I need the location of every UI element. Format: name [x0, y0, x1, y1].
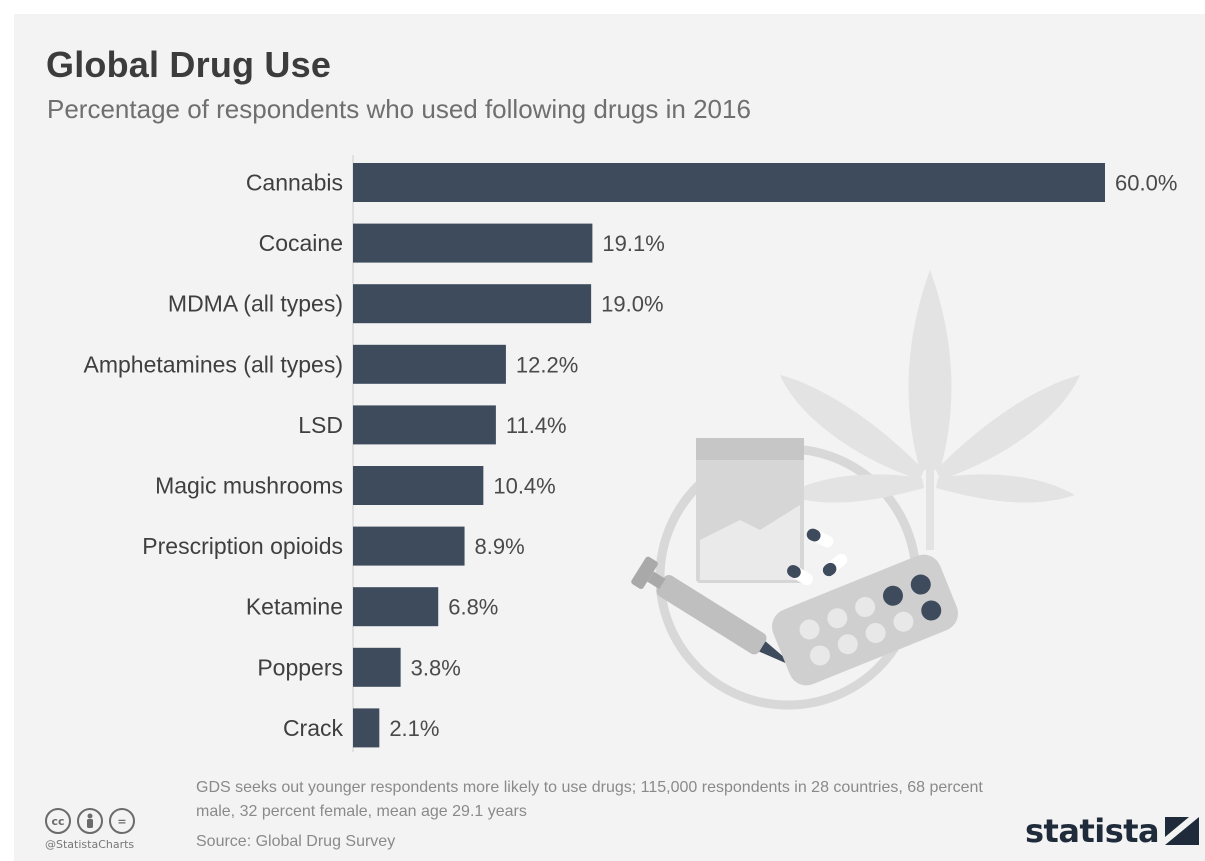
attribution-icon: [77, 808, 103, 834]
category-label: Cannabis: [246, 170, 343, 196]
bar[interactable]: [353, 466, 484, 505]
capsules-icon: [787, 528, 848, 585]
cannabis-leaf-icon: [780, 270, 1080, 550]
brand-name: statista: [1025, 812, 1160, 850]
value-label: 10.4%: [493, 474, 555, 499]
no-derivatives-icon: =: [109, 808, 135, 834]
bar[interactable]: [353, 526, 465, 566]
pill-blister-icon: [772, 554, 958, 686]
value-label: 3.8%: [411, 655, 461, 680]
source-link[interactable]: Source: Global Drug Survey: [196, 833, 396, 850]
powder-bag-icon: [696, 438, 804, 583]
chart-title: Global Drug Use: [46, 44, 332, 85]
statista-handle[interactable]: @StatistaCharts: [45, 838, 135, 851]
value-label: 6.8%: [448, 595, 498, 620]
statista-logo-icon: [1165, 817, 1200, 845]
bar[interactable]: [353, 284, 592, 324]
category-label: Magic mushrooms: [155, 473, 343, 499]
bar[interactable]: [353, 223, 593, 263]
value-label: 12.2%: [516, 352, 578, 377]
drug-illustration: [631, 270, 1080, 710]
value-label: 19.0%: [601, 292, 663, 317]
value-label: 60.0%: [1115, 171, 1177, 196]
value-label: 19.1%: [602, 231, 664, 256]
bar[interactable]: [353, 647, 401, 687]
category-label: Poppers: [257, 654, 343, 680]
value-label: 11.4%: [506, 413, 567, 438]
bar[interactable]: [353, 708, 380, 748]
category-label: Prescription opioids: [142, 533, 343, 559]
value-label: 8.9%: [475, 534, 525, 559]
category-label: Cocaine: [259, 230, 343, 256]
bar[interactable]: [353, 163, 1105, 202]
bar[interactable]: [353, 344, 506, 384]
category-label: Ketamine: [246, 594, 343, 620]
bar[interactable]: [353, 405, 496, 445]
category-label: LSD: [298, 412, 343, 438]
statista-logo[interactable]: statista: [1025, 812, 1200, 850]
category-label: Amphetamines (all types): [84, 351, 344, 377]
value-label: 2.1%: [389, 716, 439, 741]
chart-subtitle: Percentage of respondents who used follo…: [47, 94, 751, 124]
license-icons: cc =: [45, 808, 135, 834]
bar[interactable]: [353, 587, 439, 627]
category-label: MDMA (all types): [168, 291, 343, 317]
cc-icon: cc: [45, 808, 71, 834]
footer-note: GDS seeks out younger respondents more l…: [196, 779, 983, 820]
category-label: Crack: [283, 715, 344, 741]
